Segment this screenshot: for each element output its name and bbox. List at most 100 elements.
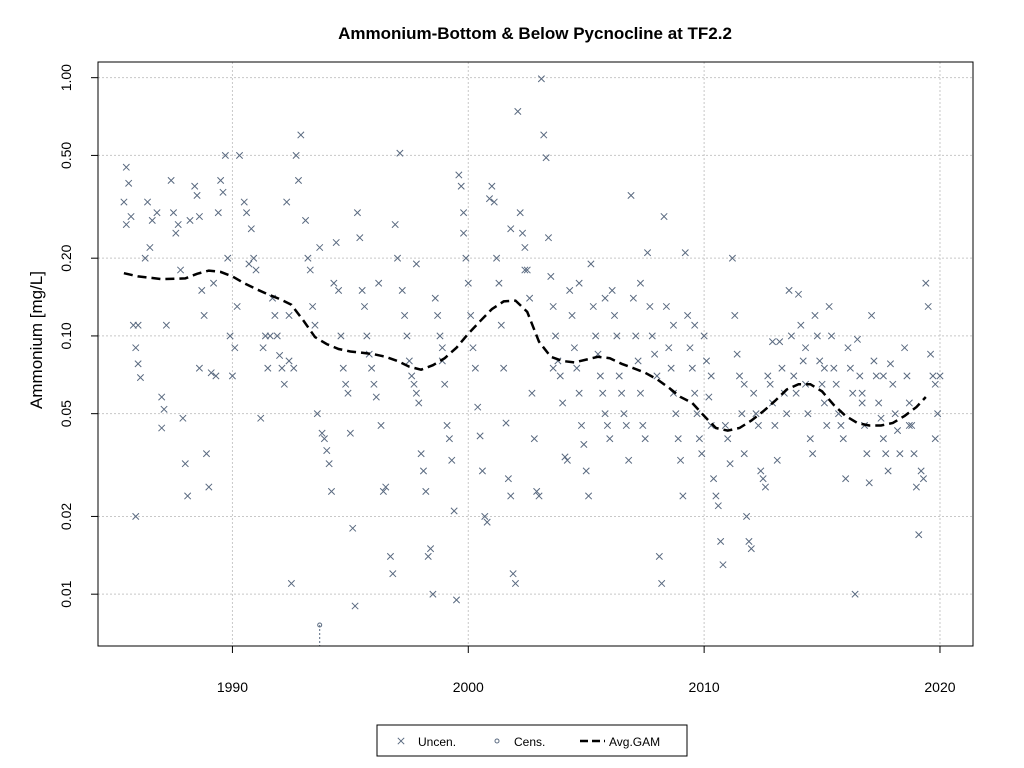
uncensored-point — [483, 518, 491, 526]
uncensored-point — [436, 332, 444, 340]
uncensored-point — [568, 311, 576, 320]
uncensored-point — [471, 364, 479, 372]
uncensored-point — [926, 350, 935, 358]
uncensored-point — [712, 492, 720, 500]
uncensored-point — [660, 212, 668, 221]
uncensored-point — [754, 421, 762, 430]
uncensored-point — [120, 198, 128, 206]
uncensored-point — [901, 344, 909, 352]
uncensored-point — [724, 435, 732, 443]
uncensored-point — [243, 209, 251, 217]
uncensored-point — [580, 440, 588, 449]
uncensored-point — [931, 380, 939, 388]
uncensored-point — [245, 260, 253, 268]
uncensored-point — [344, 389, 352, 397]
uncensored-point — [544, 234, 553, 242]
uncensored-point — [804, 410, 812, 418]
uncensored-point — [823, 421, 831, 430]
uncensored-point — [698, 450, 706, 458]
uncensored-point — [464, 279, 472, 287]
uncensored-point — [292, 151, 300, 159]
y-axis-label: Ammonium [mg/L] — [27, 271, 46, 409]
uncensored-point — [610, 311, 619, 320]
uncensored-point — [412, 260, 420, 268]
uncensored-point — [250, 254, 258, 262]
uncensored-point — [485, 195, 494, 203]
uncensored-point — [573, 364, 581, 372]
legend-box — [376, 724, 688, 757]
uncensored-point — [813, 332, 821, 340]
uncensored-point — [842, 475, 850, 483]
uncensored-point — [285, 311, 293, 320]
uncensored-point — [233, 302, 241, 311]
x-tick-label: 2010 — [689, 679, 720, 695]
uncensored-point — [889, 380, 897, 388]
uncensored-point — [599, 389, 607, 397]
uncensored-point — [327, 487, 336, 495]
uncensored-point — [342, 380, 350, 388]
uncensored-point — [174, 220, 182, 229]
uncensored-point — [632, 332, 640, 340]
uncensored-point — [801, 344, 810, 352]
uncensored-point — [493, 254, 501, 262]
uncensored-point — [386, 552, 395, 560]
uncensored-point — [235, 151, 244, 159]
y-tick-label: 0.50 — [58, 142, 74, 169]
uncensored-point — [266, 332, 274, 340]
uncensored-point — [820, 399, 828, 407]
uncensored-point — [467, 311, 475, 320]
uncensored-point — [179, 414, 187, 422]
uncensored-point — [858, 389, 866, 397]
uncensored-point — [226, 332, 234, 340]
uncensored-point — [778, 364, 786, 372]
uncensored-point — [877, 414, 885, 422]
uncensored-point — [516, 209, 524, 217]
uncensored-point — [827, 332, 836, 340]
uncensored-point — [424, 552, 432, 560]
uncensored-point — [702, 357, 711, 365]
uncensored-point — [620, 410, 628, 418]
uncensored-point — [903, 372, 911, 380]
uncensored-point — [726, 460, 734, 468]
uncensored-point — [783, 410, 791, 418]
uncensored-point — [721, 421, 729, 430]
uncensored-point — [193, 191, 201, 199]
uncensored-point — [773, 456, 781, 464]
uncensored-point — [710, 475, 718, 483]
uncensored-point — [858, 399, 866, 407]
uncensored-point — [809, 450, 817, 458]
uncensored-point — [846, 364, 854, 372]
uncensored-point — [662, 302, 670, 311]
uncensored-point — [799, 357, 807, 365]
uncensored-point — [740, 450, 748, 458]
legend: Uncen. Cens. Avg.GAM — [376, 724, 688, 757]
uncensored-point — [184, 492, 192, 500]
uncensored-point — [761, 483, 770, 491]
uncensored-point — [618, 389, 626, 397]
uncensored-point — [460, 209, 468, 217]
uncensored-point — [122, 220, 130, 229]
uncensored-point — [136, 373, 145, 382]
uncensored-point — [283, 198, 291, 206]
chart-title: Ammonium-Bottom & Below Pycnocline at TF… — [338, 24, 732, 43]
uncensored-point — [122, 163, 130, 171]
uncensored-point — [212, 372, 220, 380]
uncensored-point — [684, 311, 692, 320]
uncensored-point — [160, 405, 168, 413]
uncensored-point — [306, 266, 314, 274]
legend-censored-symbol — [494, 738, 500, 744]
uncensored-point — [153, 209, 161, 217]
uncensored-point — [172, 229, 180, 237]
uncensored-point — [167, 176, 175, 184]
uncensored-point — [127, 212, 135, 221]
uncensored-point — [297, 131, 305, 139]
uncensored-point — [688, 364, 696, 372]
uncensored-point — [801, 380, 810, 388]
uncensored-point — [615, 372, 623, 380]
uncensored-point — [271, 311, 279, 320]
uncensored-point — [700, 332, 708, 340]
uncensored-point — [915, 531, 923, 539]
uncensored-point — [514, 107, 522, 116]
uncensored-point — [691, 321, 699, 329]
